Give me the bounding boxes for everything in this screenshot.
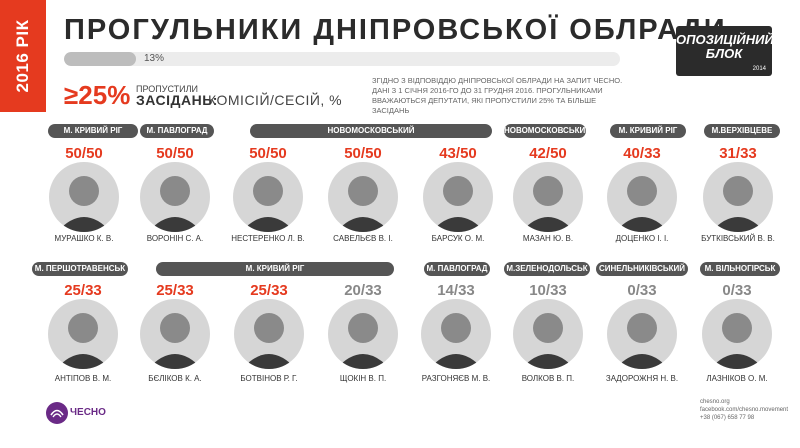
deputy-name: РАЗГОНЯЄВ М. В. [421,374,491,383]
deputy-name: МАЗАН Ю. В. [522,234,574,243]
deputy-name: ЛАЗНІКОВ О. М. [706,374,768,383]
contacts: chesno.org facebook.com/chesno.movement … [700,399,789,421]
deputy-photo [423,162,493,232]
city-pill: СИНЕЛЬНИКІВСЬКИЙ [596,262,688,276]
sessions-type: КОМІСІЙ/СЕСІЙ, % [208,92,343,108]
missed-score: 25/33 [250,282,288,299]
party-logo-line2: БЛОК [705,46,743,61]
deputy-photo [513,299,583,369]
deputy-name: ВОЛКОВ В. П. [521,374,575,383]
missed-score: 25/33 [156,282,194,299]
missed-score: 50/50 [156,145,194,162]
info-note: ЗГІДНО З ВІДПОВІДДЮ ДНІПРОВСЬКОЇ ОБЛРАДИ… [372,76,623,115]
missed-score: 10/33 [529,282,567,299]
missed-score: 31/33 [719,145,757,162]
deputy-name: ЗАДОРОЖНЯ Н. В. [605,374,679,383]
deputy-photo [607,162,677,232]
city-pill: НОВОМОСКОВСЬКИЙ [504,124,586,138]
city-pill: М. ПЕРШОТРАВЕНСЬК [32,262,128,276]
deputy-name: ДОЦЕНКО І. І. [615,234,669,243]
missed-score: 25/33 [64,282,102,299]
party-logo-year: 2014 [752,66,766,72]
deputy-photo [140,299,210,369]
city-pill: М.ВЕРХІВЦЕВЕ [704,124,780,138]
chesno-logo-icon [46,402,68,424]
city-pill: М. ВІЛЬНОГІРСЬК [700,262,780,276]
deputy-photo [234,299,304,369]
deputy-photo [513,162,583,232]
city-pill: М. КРИВИЙ РІГ [156,262,394,276]
deputy-name: АНТІПОВ В. М. [54,374,112,383]
threshold-value: ≥25% [64,80,131,110]
deputy-photo [48,299,118,369]
deputy-name: МУРАШКО К. В. [54,234,114,243]
missed-score: 43/50 [439,145,477,162]
city-pill: НОВОМОСКОВСЬКИЙ [250,124,492,138]
city-pill: М. КРИВИЙ РІГ [610,124,686,138]
missed-score: 50/50 [249,145,287,162]
deputy-photo [328,162,398,232]
deputy-name: НЕСТЕРЕНКО Л. В. [231,234,305,243]
deputy-photo [328,299,398,369]
progress-fill [64,52,137,66]
city-pill: М. ПАВЛОГРАД [424,262,490,276]
deputy-name: БОТВІНОВ Р. Г. [240,374,298,383]
year-tab: 2016 РІК [0,0,46,112]
deputy-name: ВОРОНІН С. А. [146,234,204,243]
city-pill: М. ПАВЛОГРАД [140,124,214,138]
deputy-name: БЄЛІКОВ К. А. [148,374,202,383]
deputy-photo [607,299,677,369]
deputy-photo [702,299,772,369]
page-title: ПРОГУЛЬНИКИ ДНІПРОВСЬКОЇ ОБЛРАДИ [64,14,727,46]
deputy-photo [421,299,491,369]
sessions-label: ЗАСІДАНЬ: [136,92,218,108]
deputy-name: БАРСУК О. М. [431,234,485,243]
deputy-name: ЩОКІН В. П. [339,374,387,383]
deputy-name: БУТКІВСЬКИЙ В. В. [701,234,775,243]
chesno-logo-text: ЧЕСНО [70,407,106,418]
party-logo-line1: ОПОЗИЦІЙНИЙ [676,32,774,47]
city-pill: М.ЗЕЛЕНОДОЛЬСЬК [504,262,590,276]
missed-score: 0/33 [722,282,752,299]
progress-label: 13% [144,53,165,64]
progress-bar: 13% [64,52,620,66]
deputy-photo [233,162,303,232]
missed-label: ПРОПУСТИЛИ [136,84,199,94]
missed-score: 0/33 [627,282,657,299]
missed-score: 20/33 [344,282,382,299]
city-pill: М. КРИВИЙ РІГ [48,124,138,138]
missed-score: 14/33 [437,282,475,299]
missed-score: 42/50 [529,145,567,162]
party-logo: ОПОЗИЦІЙНИЙ БЛОК 2014 [676,26,774,76]
deputy-photo [49,162,119,232]
missed-score: 50/50 [344,145,382,162]
missed-score: 40/33 [623,145,661,162]
deputy-photo [703,162,773,232]
missed-score: 50/50 [65,145,103,162]
deputy-photo [140,162,210,232]
deputy-name: САВЕЛЬЄВ В. І. [333,234,393,243]
year-tab-label: 2016 РІК [13,19,32,93]
